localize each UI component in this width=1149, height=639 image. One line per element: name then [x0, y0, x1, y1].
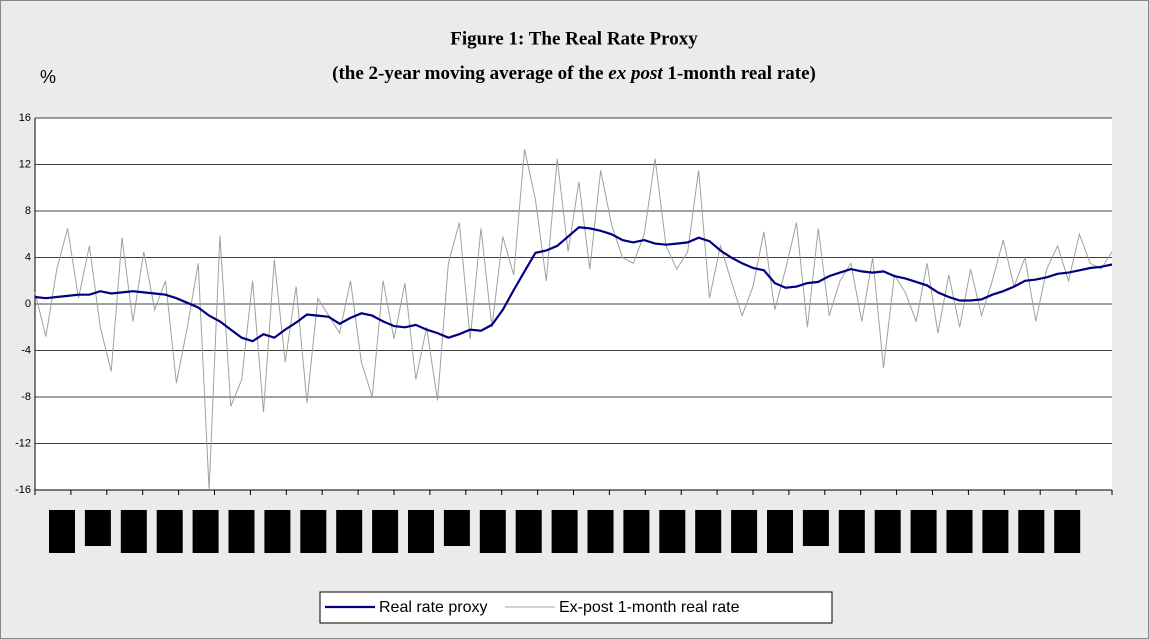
chart-subtitle: (the 2-year moving average of the ex pos… — [332, 63, 816, 84]
redacted-label — [946, 510, 973, 553]
subtitle-part: (the 2-year moving average of the — [332, 63, 608, 84]
y-tick-label: 4 — [25, 251, 31, 263]
redacted-label — [192, 510, 219, 553]
chart-title: Figure 1: The Real Rate Proxy — [450, 28, 698, 49]
redacted-label — [515, 510, 542, 553]
redacted-label — [300, 510, 327, 553]
redacted-label — [874, 510, 901, 553]
y-tick-label: -8 — [21, 391, 31, 403]
redacted-label — [336, 510, 363, 553]
legend-label: Ex-post 1-month real rate — [559, 599, 740, 616]
redacted-label — [264, 510, 291, 553]
y-tick-label: -12 — [15, 437, 31, 449]
redacted-label — [408, 510, 434, 553]
redacted-label — [767, 510, 793, 553]
redacted-label — [1054, 510, 1081, 553]
redacted-label — [156, 510, 183, 553]
redacted-label — [838, 510, 865, 553]
redacted-label — [1018, 510, 1045, 553]
redacted-label — [551, 510, 578, 553]
legend-label: Real rate proxy — [379, 599, 488, 616]
redacted-label — [731, 510, 758, 553]
redacted-label — [587, 510, 614, 553]
redacted-label — [443, 510, 470, 546]
redacted-label — [695, 510, 722, 553]
subtitle-part: 1-month real rate) — [663, 63, 816, 84]
redacted-label — [479, 510, 506, 553]
y-tick-label: -4 — [21, 344, 31, 356]
subtitle-part: ex post — [608, 63, 663, 84]
y-tick-label: 0 — [25, 298, 31, 310]
y-axis-label: % — [40, 67, 56, 87]
redacted-label — [49, 510, 75, 553]
legend-box — [319, 591, 833, 624]
redacted-label — [372, 510, 399, 553]
series-line — [34, 149, 1113, 491]
redacted-label — [982, 510, 1009, 553]
y-tick-label: 12 — [19, 158, 31, 170]
redacted-label — [623, 510, 650, 553]
redacted-label — [659, 510, 686, 553]
series-line — [34, 226, 1113, 343]
redacted-label — [802, 510, 829, 546]
y-tick-label: -16 — [15, 484, 31, 496]
redacted-label — [84, 510, 111, 546]
redacted-label — [120, 510, 147, 553]
y-tick-label: 8 — [25, 205, 31, 217]
redacted-label — [910, 510, 937, 553]
y-tick-label: 16 — [19, 112, 31, 124]
redacted-label — [228, 510, 255, 553]
